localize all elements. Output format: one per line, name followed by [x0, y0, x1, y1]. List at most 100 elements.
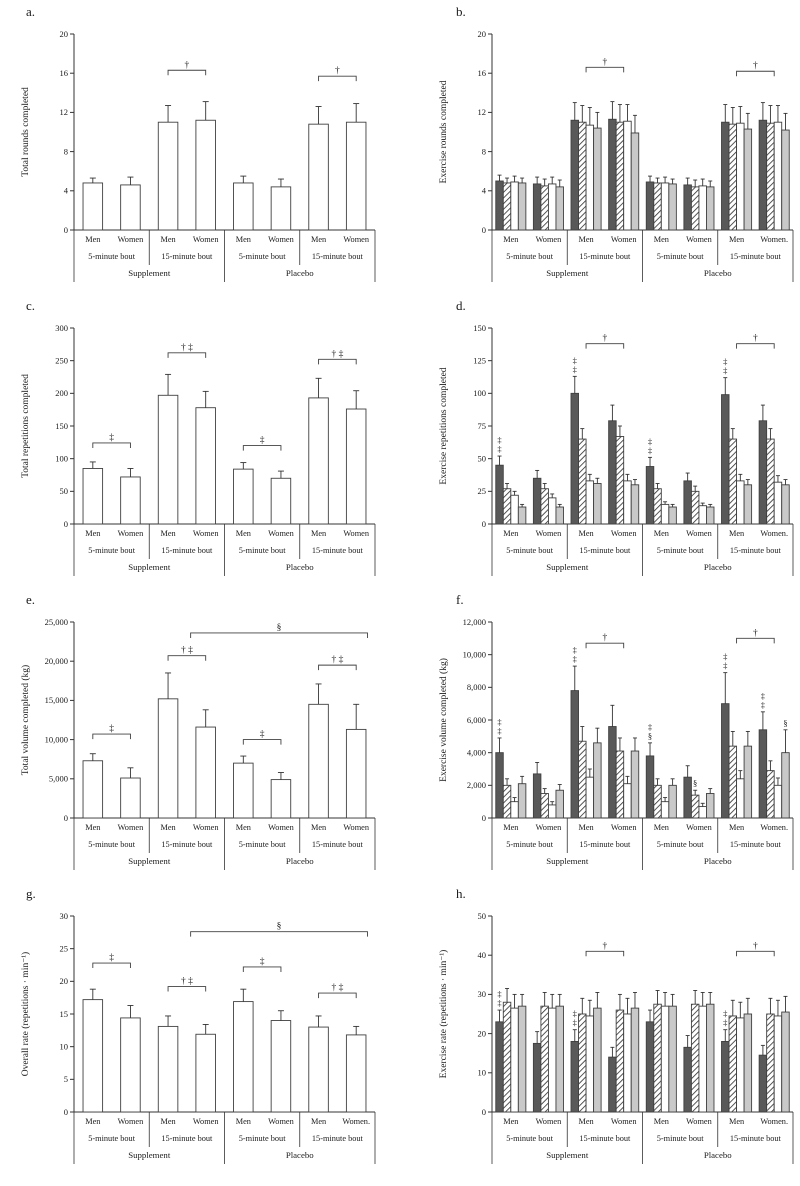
y-axis-label: Total rounds completed: [21, 87, 31, 177]
significance-label: †: [603, 633, 608, 643]
group-label: Men: [729, 1117, 745, 1126]
significance-mark: ‡: [497, 444, 501, 454]
bar: [593, 742, 602, 819]
bar: [308, 397, 329, 525]
group-label: Men: [654, 1117, 670, 1126]
bar: [615, 121, 625, 231]
bar: [630, 750, 640, 819]
condition-label: Supplement: [128, 562, 171, 572]
bar: [706, 793, 715, 819]
group-label: Men: [160, 823, 176, 832]
bout-label: 15-minute bout: [161, 252, 213, 261]
condition-label: Supplement: [128, 268, 171, 278]
y-axis-label: Total volume completed (kg): [20, 665, 31, 775]
bar: [683, 1046, 692, 1113]
y-tick-label: 100: [473, 388, 486, 398]
bar: [781, 1011, 790, 1113]
y-tick-label: 20,000: [45, 656, 68, 666]
bar: [570, 119, 579, 231]
bar: [615, 436, 625, 525]
y-tick-label: 50: [478, 453, 487, 463]
significance-bracket: [167, 655, 207, 661]
significance-label: † ‡: [331, 983, 343, 993]
bar: [721, 394, 730, 525]
y-tick-label: 150: [55, 421, 68, 431]
bar: [270, 779, 292, 819]
bar: [195, 407, 216, 525]
group-label: Women: [193, 823, 219, 832]
bar: [743, 128, 753, 231]
bar: [721, 1040, 730, 1113]
bar: [766, 438, 775, 525]
bar: [630, 1007, 640, 1113]
bout-label: 15-minute bout: [161, 1134, 213, 1143]
y-tick-label: 100: [55, 453, 68, 463]
y-tick-label: 15: [60, 1009, 69, 1019]
bar: [653, 784, 662, 819]
group-label: Men: [729, 235, 745, 244]
y-tick-label: 250: [55, 355, 68, 365]
bar: [532, 477, 542, 525]
bar: [781, 752, 790, 819]
bar: [743, 1013, 753, 1113]
bar: [157, 1025, 179, 1113]
panel-f: f. 0 2,000 4,000 6,000 8,000 10,000 12,000 Exer…: [400, 588, 800, 882]
panel-letter-h: h.: [456, 886, 466, 901]
group-label: Women.: [760, 235, 788, 244]
bout-label: 15-minute bout: [579, 840, 631, 849]
bar: [728, 1015, 738, 1113]
bar: [495, 752, 504, 819]
group-label: Men: [236, 823, 252, 832]
significance-bracket: [242, 739, 282, 745]
bar: [157, 121, 179, 231]
significance-label: †: [753, 334, 758, 344]
bar: [540, 793, 549, 819]
y-tick-label: 10: [478, 1068, 487, 1078]
panel-letter-d: d.: [456, 298, 466, 313]
y-axis-label: Total repetitions completed: [21, 374, 31, 478]
bar: [781, 484, 790, 525]
group-label: Women: [686, 1117, 712, 1126]
group-label: Women.: [342, 1117, 370, 1126]
group-label: Men: [85, 1117, 101, 1126]
bar: [781, 129, 790, 231]
y-tick-label: 30: [60, 911, 69, 921]
bar: [233, 762, 254, 819]
y-tick-label: 8: [64, 146, 68, 156]
significance-label: †: [753, 941, 758, 951]
bar: [690, 490, 700, 525]
group-label: Women: [536, 529, 562, 538]
chart-h: 0 10 20 30 40 50 Exercise rate (repetitions · …: [438, 911, 794, 1164]
bar: [668, 183, 677, 231]
bar: [645, 181, 655, 231]
panel-letter-a: a.: [26, 4, 36, 19]
significance-bracket: [190, 931, 368, 937]
y-axis-label: Exercise repetitions completed: [439, 367, 449, 484]
y-tick-label: 2,000: [467, 780, 486, 790]
group-label: Women: [536, 823, 562, 832]
y-tick-label: 6,000: [467, 715, 486, 725]
bar: [502, 182, 512, 231]
significance-mark: ‡: [648, 722, 652, 732]
group-label: Men: [311, 823, 327, 832]
group-label: Men: [503, 235, 519, 244]
group-label: Men: [654, 235, 670, 244]
bar: [660, 503, 670, 525]
panel-c: c. 0 50 100 150 200 250 300 Total repetitions c…: [0, 294, 400, 588]
bar: [555, 1005, 564, 1113]
group-label: Men: [236, 1117, 252, 1126]
significance-mark: ‡: [723, 652, 727, 662]
significance-label: §: [277, 623, 282, 633]
group-label: Men: [236, 235, 252, 244]
chart-c: 0 50 100 150 200 250 300 Total repetitions comp…: [21, 323, 376, 576]
bar: [698, 806, 707, 819]
bar: [608, 1056, 617, 1113]
significance-mark: ‡: [723, 357, 727, 367]
bout-label: 5-minute bout: [657, 252, 704, 261]
significance-mark: ‡: [573, 355, 577, 365]
bar: [608, 420, 617, 525]
bar: [585, 480, 595, 525]
bout-label: 15-minute bout: [579, 1134, 631, 1143]
bar: [706, 186, 715, 231]
